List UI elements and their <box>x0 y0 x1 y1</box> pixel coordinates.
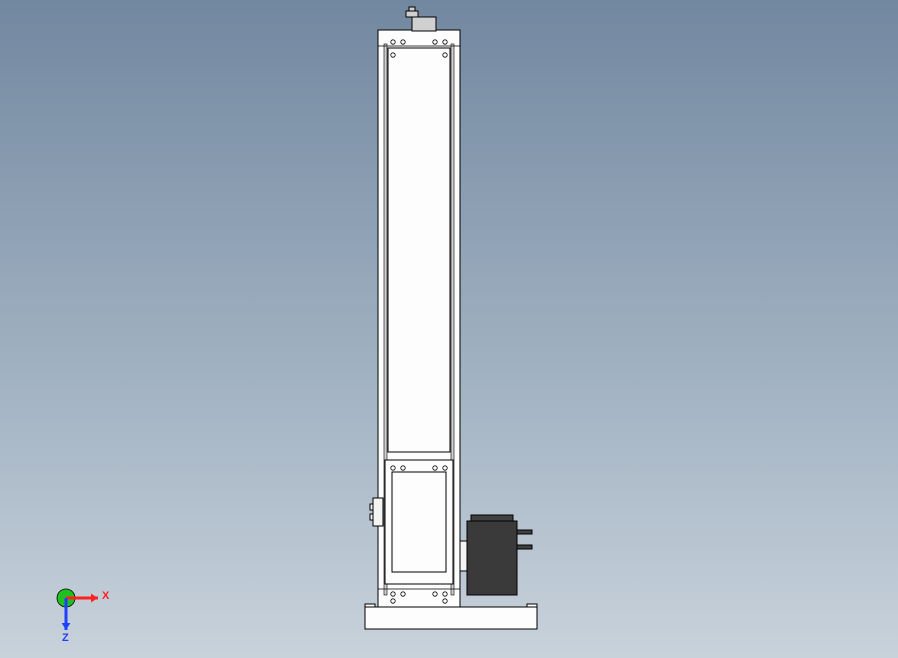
bolt-hole <box>443 599 447 603</box>
motor-body <box>467 521 517 595</box>
side-bracket <box>373 498 383 526</box>
motor-terminal <box>517 530 532 534</box>
bolt-hole <box>401 592 405 596</box>
axis-label-x: X <box>102 590 109 602</box>
bolt-hole <box>443 40 447 44</box>
bolt-hole <box>443 53 447 57</box>
bolt-hole <box>391 599 395 603</box>
bolt-hole <box>433 40 437 44</box>
bolt-hole <box>401 40 405 44</box>
bolt-hole <box>401 466 405 470</box>
axis-label-z: Z <box>62 632 69 644</box>
column-slot <box>388 48 450 452</box>
model-canvas <box>0 0 898 658</box>
motor-terminal <box>517 545 532 549</box>
bolt-hole <box>391 53 395 57</box>
base-plate <box>365 607 537 629</box>
bolt-hole <box>391 40 395 44</box>
bolt-hole <box>391 592 395 596</box>
bolt-hole <box>433 466 437 470</box>
bolt-hole <box>443 592 447 596</box>
top-cap <box>412 17 436 31</box>
bolt-hole <box>391 466 395 470</box>
cad-viewport[interactable]: X Z <box>0 0 898 658</box>
bolt-hole <box>443 466 447 470</box>
bolt-hole <box>433 592 437 596</box>
